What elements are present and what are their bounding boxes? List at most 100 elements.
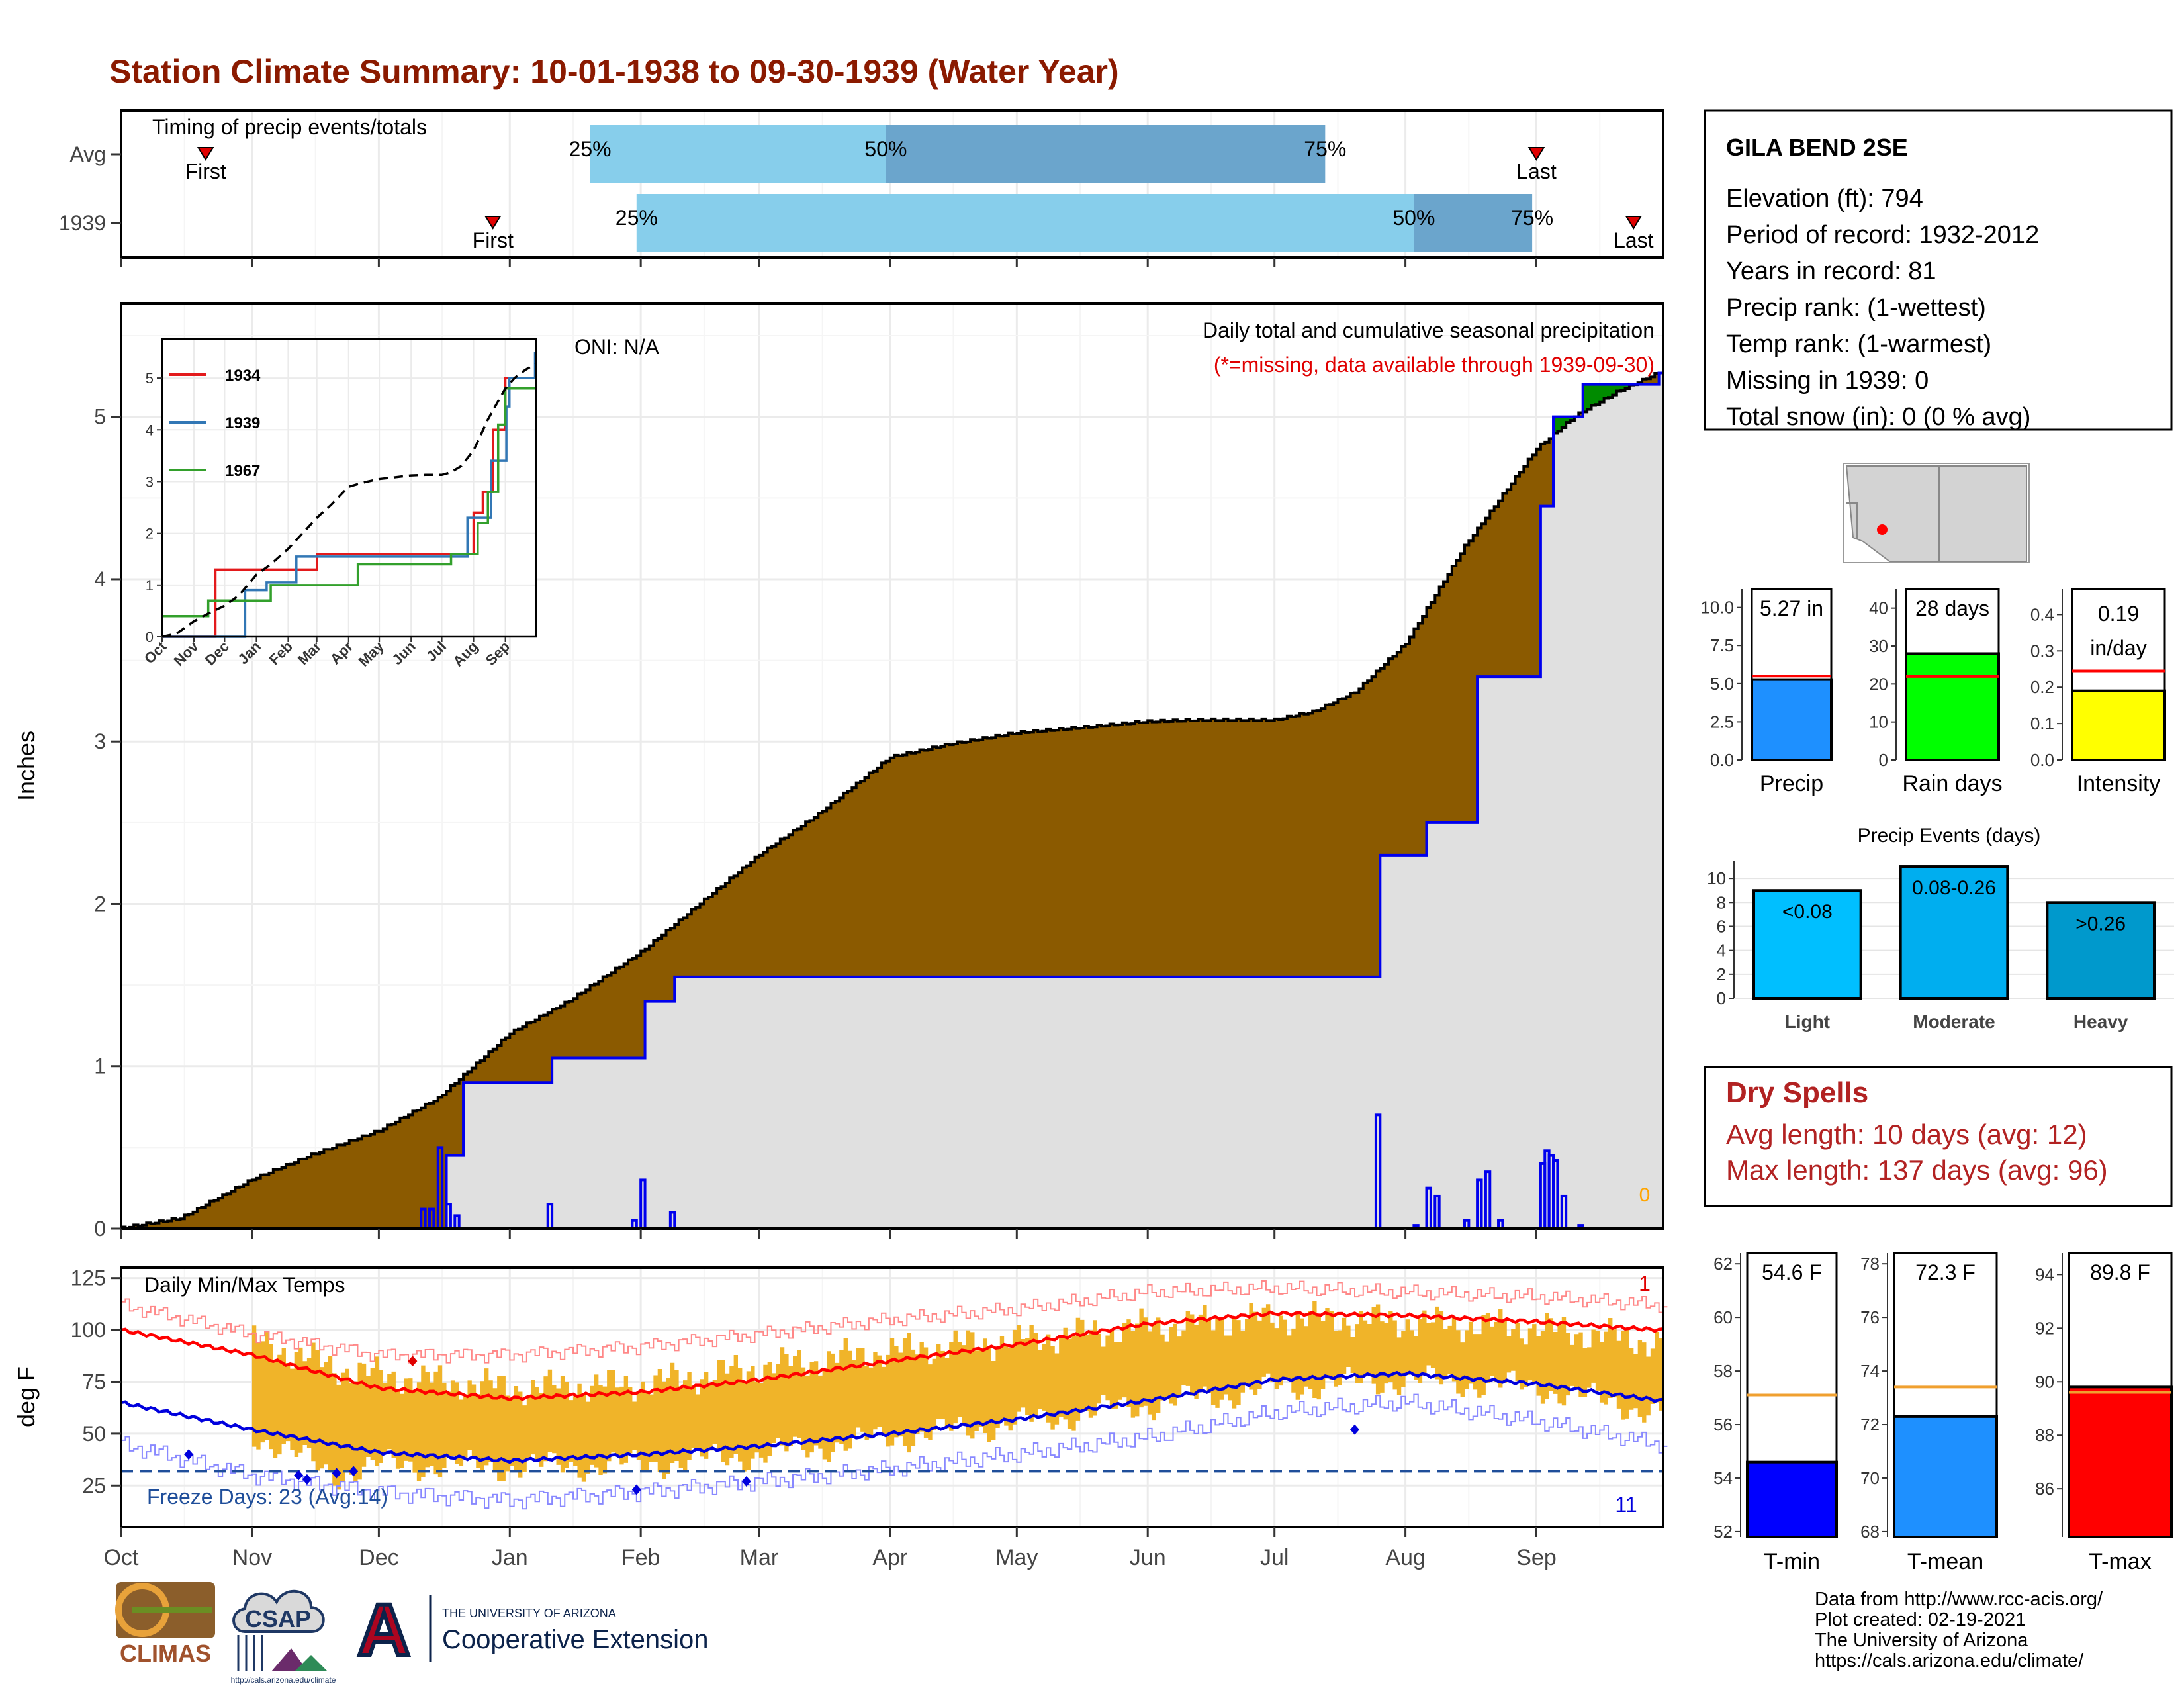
station-info-line: Elevation (ft): 794 [1726, 185, 1923, 212]
temp-bar-0-tick-label: 52 [1713, 1522, 1733, 1542]
station-info-line: Total snow (in): 0 (0 % avg) [1726, 403, 2030, 431]
timing-bar-50-75 [886, 125, 1326, 183]
timing-p25-label: 25% [569, 137, 612, 161]
summary-bar-1: 0 10 20 30 40 28 days Rain days [1869, 588, 2003, 796]
precip-y-tick-label: 5 [94, 405, 106, 429]
summary-bar-1-tick-label: 10 [1869, 712, 1888, 732]
station-info-line: Precip rank: (1-wettest) [1726, 294, 1986, 322]
credit-line: The University of Arizona [1815, 1630, 2028, 1651]
temp-bar-2-tick-label: 86 [2035, 1479, 2054, 1499]
summary-bar-0-tick-label: 10.0 [1700, 598, 1734, 618]
timing-row-label: 1939 [59, 211, 106, 235]
precip-y-label: Inches [13, 731, 40, 801]
credit-line: https://cals.arizona.edu/climate/ [1815, 1650, 2084, 1671]
last-marker [1625, 216, 1643, 230]
timing-p75-label: 75% [1511, 206, 1553, 230]
precip-y-tick-label: 4 [94, 567, 106, 591]
month-tick-label: Jul [1260, 1545, 1289, 1570]
inset-average-line [161, 363, 536, 638]
timing-bar-25-50 [590, 125, 886, 183]
summary-bar-1-tick-label: 40 [1869, 598, 1888, 618]
precip-y-tick-label: 3 [94, 729, 106, 753]
month-tick-label: Jun [1130, 1545, 1166, 1570]
events-bar [2046, 901, 2156, 1000]
ua-letter: A [357, 1589, 410, 1671]
timing-row-label: Avg [69, 142, 106, 166]
inset-y-tick-label: 0 [146, 629, 154, 645]
timing-bar-50-75 [1414, 194, 1533, 252]
oni-label: ONI: N/A [574, 335, 660, 359]
missing-count: 0 [1639, 1184, 1651, 1206]
last-marker [1527, 147, 1545, 161]
summary-bar-2: 0.0 0.1 0.2 0.3 0.4 0.19 in/day Intensity [2030, 588, 2166, 796]
temp-y-tick-label: 75 [82, 1370, 106, 1393]
temp-bar-2-tick-label: 88 [2035, 1425, 2054, 1445]
events-title: Precip Events (days) [1858, 825, 2041, 847]
temp-label: Daily Min/Max Temps [144, 1273, 345, 1297]
last-label: Last [1516, 160, 1557, 183]
dry-spells-box: Dry Spells Avg length: 10 days (avg: 12)… [1704, 1066, 2173, 1207]
temp-bar-1-tick-label: 76 [1860, 1307, 1880, 1327]
month-tick-label: Dec [359, 1545, 398, 1570]
temp-bar-2: 86 88 90 92 94 89.8 F T-max [2035, 1252, 2173, 1574]
summary-bar-1-value-bar [1905, 652, 2000, 762]
station-info-line: Temp rank: (1-warmest) [1726, 330, 1991, 358]
temp-bar-0-tick-label: 60 [1713, 1307, 1733, 1327]
average-max-line [120, 1310, 1664, 1402]
temp-bar-1-tick-label: 70 [1860, 1468, 1880, 1488]
observed-cumulative-line [121, 371, 1663, 1230]
credits: Data from http://www.rcc-acis.org/Plot c… [1815, 1589, 2103, 1671]
events-category-label: Light [1785, 1011, 1830, 1032]
temp-bar-1-tick-label: 68 [1860, 1522, 1880, 1542]
temp-bar-1-value-bar [1893, 1415, 1998, 1539]
temp-y-label: deg F [13, 1366, 40, 1427]
events-y-tick-label: 4 [1717, 941, 1726, 961]
precip-header: Daily total and cumulative seasonal prec… [1203, 318, 1655, 342]
summary-bar-0-tick-label: 2.5 [1710, 712, 1734, 731]
month-tick-label: Apr [872, 1545, 907, 1570]
temp-bar-2-tick-label: 90 [2035, 1372, 2054, 1391]
summary-bar-1-tick-label: 20 [1869, 674, 1888, 694]
temp-bar-2-tick-label: 94 [2035, 1264, 2054, 1284]
record-high-count: 1 [1639, 1272, 1651, 1295]
summary-bar-2-tick-label: 0.4 [2030, 604, 2054, 624]
timing-p50-label: 50% [864, 137, 907, 161]
page-title: Station Climate Summary: 10-01-1938 to 0… [109, 53, 1119, 90]
record-low-count: 11 [1615, 1493, 1637, 1517]
month-tick-label: Nov [232, 1545, 272, 1570]
csap-text: CSAP [245, 1605, 311, 1632]
month-tick-label: Aug [1385, 1545, 1426, 1570]
dry-spells-max: Max length: 137 days (avg: 96) [1726, 1154, 2108, 1186]
first-marker [197, 147, 214, 161]
station-info-line: Years in record: 81 [1726, 258, 1936, 285]
summary-bar-2-value-unit: in/day [2090, 636, 2146, 660]
climas-text: CLIMAS [120, 1640, 211, 1667]
summary-bar-0-value-bar [1751, 678, 1833, 762]
temp-bar-2-tick-label: 92 [2035, 1318, 2054, 1338]
last-label: Last [1614, 228, 1654, 252]
events-y-tick-label: 0 [1717, 988, 1726, 1008]
record-low-marker [741, 1476, 751, 1487]
summary-bar-1-value-label: 28 days [1915, 596, 1989, 620]
events-bar-label: 0.08-0.26 [1912, 877, 1996, 899]
events-y-tick-label: 2 [1717, 964, 1726, 984]
temp-bar-panels: 52 54 56 58 60 62 54.6 F T-min 68 70 72 74 76 78 72.3 … [1713, 1252, 2173, 1574]
summary-bar-2-tick-label: 0.1 [2030, 714, 2054, 733]
record-low-marker [184, 1449, 194, 1460]
record-max-line [121, 1280, 1668, 1364]
temp-bar-0-value-bar [1746, 1460, 1838, 1538]
precip-y-tick-label: 1 [94, 1055, 106, 1078]
inset-y-tick-label: 3 [146, 473, 154, 490]
events-bar-label: >0.26 [2075, 913, 2126, 935]
average-cumulative-line [121, 371, 1663, 1229]
timing-p50-label: 50% [1392, 206, 1435, 230]
summary-bar-2-value-label: 0.19 [2098, 602, 2139, 626]
summary-bar-1-tick-label: 30 [1869, 636, 1888, 656]
temp-bar-0-category-label: T-min [1764, 1549, 1820, 1574]
temp-bar-1-value-label: 72.3 F [1915, 1260, 1976, 1284]
inset-y-tick-label: 1 [146, 577, 154, 594]
events-bar [1899, 865, 2009, 1000]
